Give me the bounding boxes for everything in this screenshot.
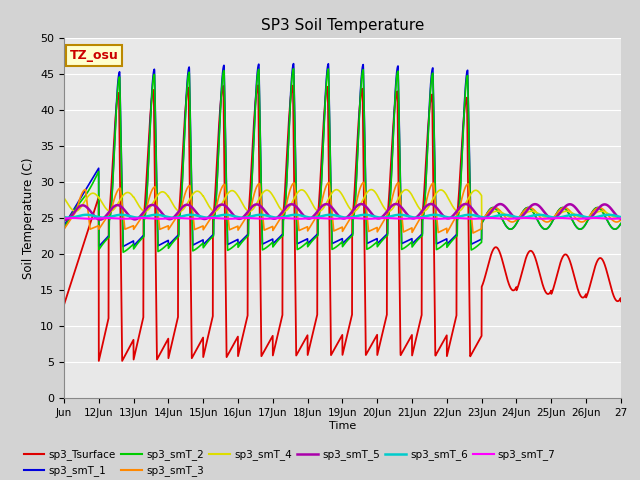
sp3_Tsurface (432, 352, 440, 358)
sp3_Tsurface (472, 344, 479, 349)
sp3_smT_2 (617, 221, 625, 227)
sp3_smT_1 (119, 243, 127, 249)
sp3_smT_6 (472, 213, 479, 218)
sp3_smT_4 (496, 209, 504, 215)
sp3_smT_2 (156, 248, 164, 253)
sp3_smT_7 (608, 216, 616, 222)
sp3_Tsurface (254, 83, 262, 88)
sp3_smT_3 (431, 201, 439, 206)
sp3_smT_2 (497, 213, 504, 218)
sp3_smT_4 (60, 195, 68, 201)
sp3_smT_2 (60, 226, 68, 232)
Line: sp3_smT_2: sp3_smT_2 (64, 69, 621, 252)
sp3_smT_2 (420, 205, 428, 211)
sp3_smT_1 (497, 213, 504, 218)
Y-axis label: Soil Temperature (C): Soil Temperature (C) (22, 157, 35, 279)
Title: SP3 Soil Temperature: SP3 Soil Temperature (260, 18, 424, 33)
sp3_smT_7 (60, 216, 68, 221)
Line: sp3_smT_3: sp3_smT_3 (64, 182, 621, 233)
sp3_smT_1 (156, 242, 164, 248)
sp3_smT_3 (497, 208, 504, 214)
sp3_smT_5 (488, 208, 496, 214)
sp3_Tsurface (488, 249, 496, 255)
sp3_smT_3 (488, 205, 496, 211)
sp3_smT_4 (420, 208, 428, 214)
sp3_smT_3 (617, 217, 625, 223)
sp3_smT_6 (420, 214, 428, 219)
sp3_smT_6 (497, 212, 504, 218)
Line: sp3_smT_5: sp3_smT_5 (64, 204, 621, 220)
sp3_Tsurface (95, 358, 102, 364)
X-axis label: Time: Time (329, 421, 356, 431)
sp3_smT_6 (617, 214, 625, 220)
sp3_smT_3 (60, 227, 68, 232)
sp3_smT_7 (69, 215, 77, 221)
sp3_smT_3 (472, 229, 479, 235)
sp3_smT_2 (290, 66, 298, 72)
sp3_smT_6 (326, 212, 334, 218)
Text: TZ_osu: TZ_osu (70, 49, 118, 62)
sp3_smT_3 (360, 180, 368, 185)
Line: sp3_smT_1: sp3_smT_1 (64, 64, 621, 246)
sp3_smT_3 (469, 230, 477, 236)
sp3_smT_5 (617, 216, 625, 222)
sp3_smT_7 (617, 216, 625, 221)
sp3_smT_4 (472, 187, 479, 193)
Line: sp3_smT_6: sp3_smT_6 (64, 215, 621, 217)
sp3_smT_1 (472, 239, 479, 245)
sp3_smT_2 (119, 249, 127, 255)
sp3_smT_1 (488, 205, 496, 211)
sp3_smT_2 (488, 205, 496, 211)
sp3_smT_5 (156, 208, 164, 214)
sp3_smT_5 (432, 204, 440, 210)
sp3_smT_5 (472, 210, 479, 216)
sp3_smT_7 (472, 216, 479, 222)
sp3_smT_7 (488, 215, 496, 221)
sp3_Tsurface (156, 351, 164, 357)
sp3_Tsurface (497, 251, 504, 257)
sp3_smT_7 (496, 216, 504, 221)
sp3_smT_4 (511, 216, 518, 221)
sp3_smT_5 (427, 201, 435, 207)
sp3_smT_7 (431, 216, 439, 222)
sp3_smT_4 (431, 192, 439, 198)
sp3_Tsurface (420, 185, 428, 191)
sp3_smT_5 (61, 217, 69, 223)
Line: sp3_Tsurface: sp3_Tsurface (64, 85, 621, 361)
sp3_smT_4 (156, 190, 164, 196)
sp3_smT_7 (420, 215, 428, 221)
sp3_smT_5 (497, 201, 504, 207)
sp3_smT_1 (617, 221, 625, 227)
sp3_smT_4 (617, 215, 625, 221)
Line: sp3_smT_7: sp3_smT_7 (64, 218, 621, 219)
sp3_smT_6 (344, 215, 351, 220)
sp3_smT_6 (60, 214, 68, 220)
sp3_smT_1 (290, 61, 298, 67)
Line: sp3_smT_4: sp3_smT_4 (64, 190, 621, 218)
sp3_smT_4 (367, 187, 375, 192)
sp3_smT_1 (420, 203, 428, 208)
sp3_smT_3 (420, 208, 428, 214)
sp3_smT_1 (432, 202, 440, 208)
sp3_smT_7 (156, 216, 164, 222)
sp3_smT_3 (156, 227, 164, 232)
sp3_smT_5 (60, 217, 68, 223)
sp3_smT_5 (420, 205, 428, 211)
sp3_smT_2 (472, 244, 479, 250)
sp3_Tsurface (617, 299, 625, 304)
sp3_smT_1 (60, 223, 68, 228)
sp3_smT_6 (432, 212, 440, 218)
sp3_smT_4 (488, 210, 496, 216)
sp3_smT_6 (156, 212, 164, 218)
sp3_smT_2 (432, 208, 440, 214)
Legend: sp3_Tsurface, sp3_smT_1, sp3_smT_2, sp3_smT_3, sp3_smT_4, sp3_smT_5, sp3_smT_6, : sp3_Tsurface, sp3_smT_1, sp3_smT_2, sp3_… (19, 445, 560, 480)
sp3_Tsurface (60, 302, 68, 308)
sp3_smT_6 (488, 214, 496, 220)
